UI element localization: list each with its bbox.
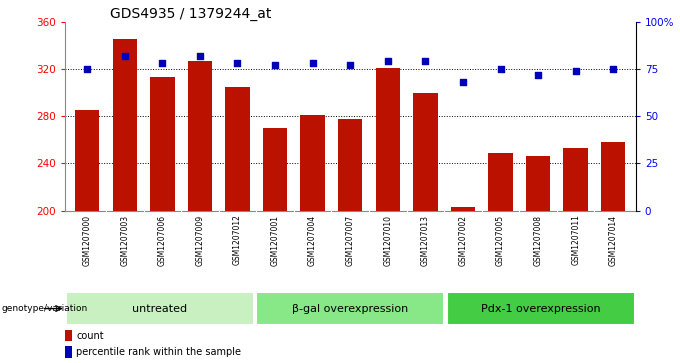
Point	[420, 58, 431, 64]
Text: GSM1207007: GSM1207007	[345, 215, 355, 266]
Bar	[413, 93, 437, 211]
Point	[495, 66, 506, 72]
Bar	[65, 330, 72, 341]
Text: count: count	[76, 331, 104, 341]
Point	[232, 60, 243, 66]
Text: untreated: untreated	[132, 303, 188, 314]
Text: β-gal overexpression: β-gal overexpression	[292, 303, 408, 314]
Point	[82, 66, 92, 72]
Bar	[66, 292, 254, 325]
Bar	[375, 68, 400, 211]
Text: GSM1207014: GSM1207014	[609, 215, 617, 265]
Bar	[601, 142, 626, 211]
Bar	[150, 77, 175, 211]
Point	[458, 79, 469, 85]
Text: GSM1207000: GSM1207000	[83, 215, 92, 266]
Point	[571, 68, 581, 74]
Point	[194, 53, 205, 59]
Point	[382, 58, 393, 64]
Bar	[256, 292, 444, 325]
Bar	[225, 87, 250, 211]
Bar	[112, 40, 137, 211]
Point	[119, 53, 130, 59]
Point	[269, 62, 280, 68]
Bar	[301, 115, 325, 211]
Bar	[263, 128, 287, 211]
Bar	[488, 153, 513, 211]
Text: percentile rank within the sample: percentile rank within the sample	[76, 347, 241, 357]
Point	[307, 60, 318, 66]
Bar	[564, 148, 588, 211]
Text: GSM1207005: GSM1207005	[496, 215, 505, 266]
Point	[608, 66, 619, 72]
Text: GSM1207001: GSM1207001	[271, 215, 279, 265]
Text: Pdx-1 overexpression: Pdx-1 overexpression	[481, 303, 600, 314]
Point	[532, 72, 543, 78]
Text: GSM1207004: GSM1207004	[308, 215, 317, 266]
Text: GSM1207002: GSM1207002	[458, 215, 467, 265]
Text: GSM1207003: GSM1207003	[120, 215, 129, 266]
Bar	[447, 292, 634, 325]
Text: genotype/variation: genotype/variation	[1, 304, 88, 313]
Text: GSM1207013: GSM1207013	[421, 215, 430, 265]
Text: GSM1207008: GSM1207008	[534, 215, 543, 265]
Bar	[526, 156, 550, 211]
Text: GDS4935 / 1379244_at: GDS4935 / 1379244_at	[110, 7, 272, 21]
Text: GSM1207012: GSM1207012	[233, 215, 242, 265]
Point	[157, 60, 168, 66]
Bar	[451, 207, 475, 211]
Bar	[188, 61, 212, 211]
Text: GSM1207011: GSM1207011	[571, 215, 580, 265]
Text: GSM1207009: GSM1207009	[195, 215, 205, 266]
Bar	[75, 110, 99, 211]
Point	[345, 62, 356, 68]
Text: GSM1207010: GSM1207010	[384, 215, 392, 265]
Bar	[338, 118, 362, 211]
Bar	[65, 346, 72, 358]
Text: GSM1207006: GSM1207006	[158, 215, 167, 266]
